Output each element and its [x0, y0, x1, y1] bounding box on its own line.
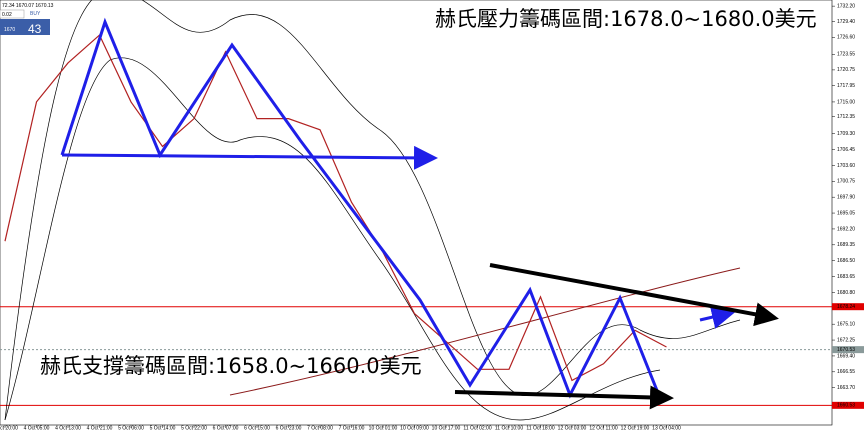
y-tick-label: 1683.65 [837, 274, 855, 280]
resistance-trend [489, 263, 779, 327]
support-annotation: 赫氏支撐籌碼區間:1658.0~1660.0美元 [40, 354, 422, 378]
x-tick-label: 4 Oct 13:00 [55, 426, 81, 430]
y-tick-label: 1712.35 [837, 114, 855, 120]
y-tick-label: 1689.35 [837, 242, 855, 248]
level-label: 1678.24 [837, 304, 855, 310]
y-tick-label: 1726.60 [837, 35, 855, 41]
y-tick-label: 1666.55 [837, 369, 855, 375]
price-line [4, 34, 667, 382]
level-label: 1660.53 [837, 403, 855, 409]
envelope-lower [4, 57, 661, 421]
y-tick-label: 1672.25 [837, 337, 855, 343]
level-tag [832, 401, 864, 409]
price-series [4, 34, 667, 382]
x-tick-label: 12 Oct 11:00 [589, 426, 617, 430]
support-trend [454, 385, 674, 410]
y-tick-label: 1720.75 [837, 67, 855, 73]
level-tag [832, 346, 864, 354]
y-tick-label: 1732.20 [837, 3, 855, 9]
x-tick-label: 5 Oct 06:00 [118, 426, 144, 430]
y-tick-label: 1723.55 [837, 52, 855, 58]
y-tick-label: 1695.05 [837, 210, 855, 216]
trade-panel: 72.34 1670.07 1670.13 0.02 BUY 1670 43 [0, 3, 54, 36]
y-tick-label: 1697.90 [837, 195, 855, 201]
x-tick-label: 13 Oct 04:00 [652, 426, 681, 430]
y-tick-label: 1692.20 [837, 226, 855, 232]
neckline-arrow [61, 145, 438, 170]
y-tick-label: 1706.45 [837, 147, 855, 153]
level-label: 1670.53 [837, 347, 855, 353]
trend-lines [454, 263, 779, 410]
x-tick-label: 10 Oct 17:00 [432, 426, 461, 430]
y-tick-label: 1717.95 [837, 83, 855, 89]
wave-drawing [60, 17, 736, 399]
y-tick-label: 1686.50 [837, 258, 855, 264]
x-tick-label: 5 Oct 14:00 [150, 426, 176, 430]
y-tick-label: 1729.40 [837, 19, 855, 25]
x-tick-label: 11 Oct 02:00 [463, 426, 491, 430]
y-tick-label: 1680.80 [837, 290, 855, 296]
x-tick-label: 10 Oct 01:00 [369, 426, 398, 430]
buy-button[interactable] [0, 19, 50, 35]
x-tick-label: 7 Oct 08:00 [307, 426, 333, 430]
x-tick-label: 6 Oct 07:00 [213, 426, 239, 430]
plot-frame [0, 0, 833, 426]
x-tick-label: 7 Oct 16:00 [339, 426, 365, 430]
resistance-annotation: 赫氏壓力籌碼區間:1678.0~1680.0美元 [435, 7, 817, 31]
y-tick-label: 1663.70 [837, 385, 855, 391]
lot-size: 0.02 [2, 12, 12, 18]
x-tick-label: 4 Oct 05:00 [24, 426, 50, 430]
x-tick-label: 11 Oct 10:00 [495, 426, 523, 430]
x-tick-label: 12 Oct 03:00 [558, 426, 587, 430]
levels: 1678.24 1670.53 1660.53 [0, 303, 864, 409]
x-tick-label: 4 Oct 21:00 [87, 426, 113, 430]
x-tick-label: 12 Oct 19:00 [621, 426, 650, 430]
wave-path [60, 17, 662, 399]
x-tick-label: 11 Oct 18:00 [526, 426, 554, 430]
grid: 1732.20 1729.40 1726.60 1723.55 1720.75 1717.… [0, 3, 855, 430]
price-pips: 43 [28, 22, 42, 36]
moving-average [229, 267, 741, 396]
x-tick-label: 6 Oct 23:00 [276, 426, 302, 430]
y-tick-label: 1700.75 [837, 179, 855, 185]
y-tick-label: 1675.10 [837, 322, 855, 328]
y-tick-label: 1703.60 [837, 163, 855, 169]
x-tick-label: 6 Oct 15:00 [244, 426, 270, 430]
lot-box[interactable] [0, 9, 25, 19]
y-tick-label: 1709.30 [837, 131, 855, 137]
x-tick-label: 5 Oct 22:00 [181, 426, 207, 430]
wave-arrow [699, 305, 736, 329]
price-big: 1670 [4, 27, 15, 33]
level-tag [832, 303, 864, 311]
quote-line: 72.34 1670.07 1670.13 [2, 3, 54, 9]
x-tick-label: 3 Oct 20:00 [0, 426, 18, 430]
y-tick-label: 1669.40 [837, 353, 855, 359]
y-tick-label: 1715.00 [837, 99, 855, 105]
buy-label: BUY [30, 11, 41, 17]
x-tick-label: 10 Oct 09:00 [400, 426, 429, 430]
